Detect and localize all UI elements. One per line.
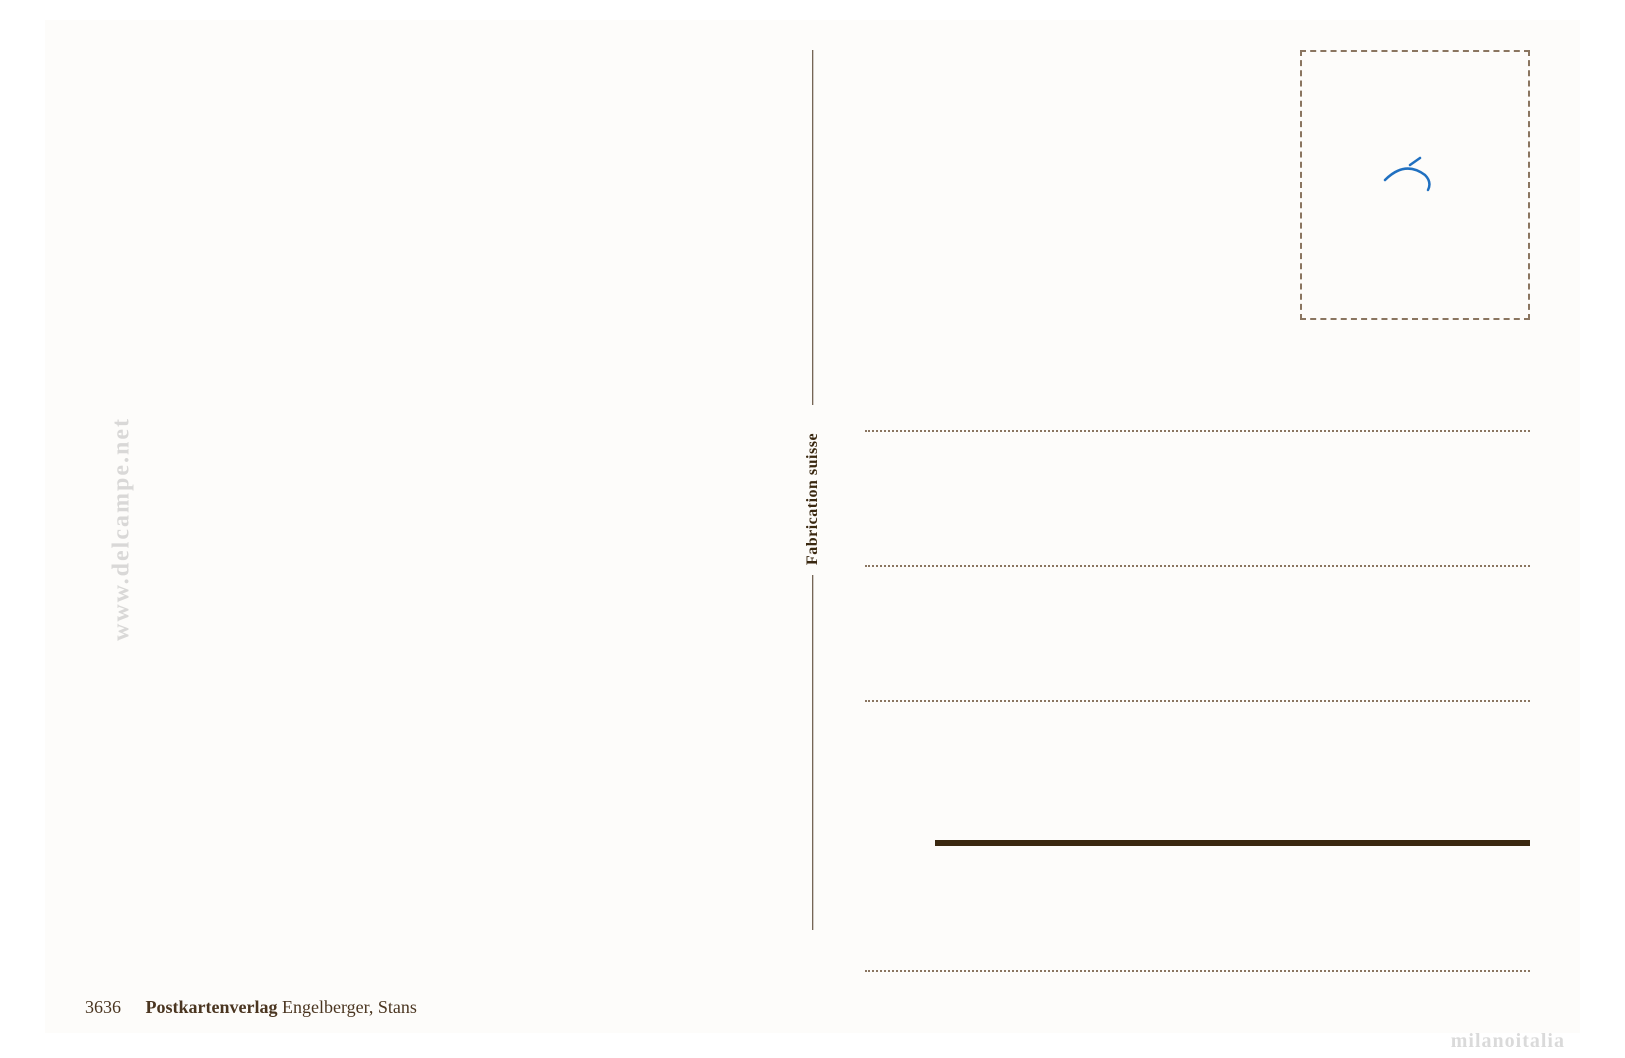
publisher-location: Engelberger, Stans [277,997,416,1017]
address-line-solid [935,840,1530,846]
address-line-5 [865,970,1530,972]
publisher-credit: 3636 Postkartenverlag Engelberger, Stans [85,997,417,1018]
pen-mark [1370,150,1450,200]
address-line-2 [865,565,1530,567]
address-line-1 [865,430,1530,432]
center-divider-bottom [812,575,814,930]
watermark-left: www.delcampe.net [108,417,135,641]
watermark-bottom-right: milanoitalia [1451,1030,1565,1053]
postcard-back: Fabrication suisse 3636 Postkartenverlag… [45,20,1580,1033]
center-divider-top [812,50,814,405]
publisher-name: Postkartenverlag [146,997,278,1017]
address-line-3 [865,700,1530,702]
fabrication-label: Fabrication suisse [804,433,822,565]
publisher-number: 3636 [85,997,121,1017]
